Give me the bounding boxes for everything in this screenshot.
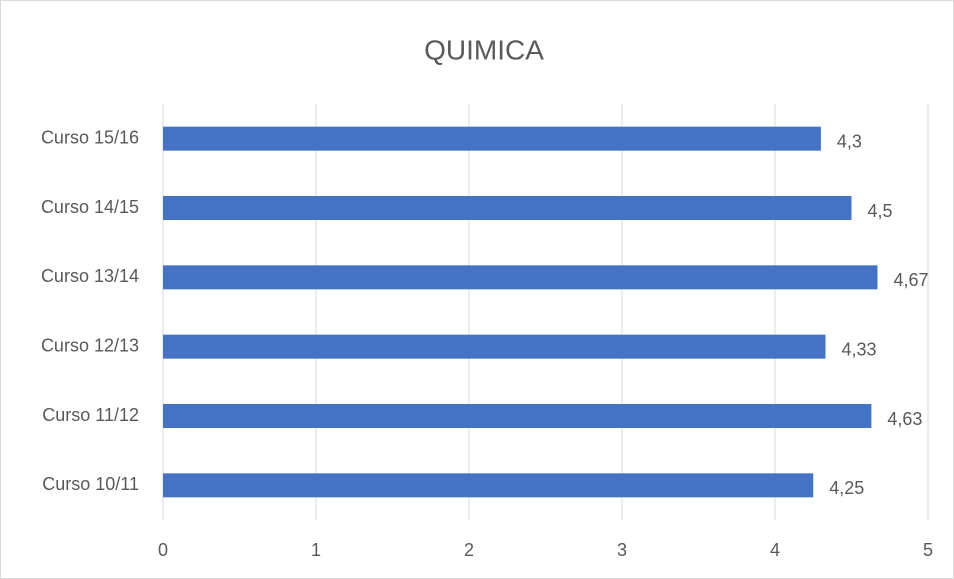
x-tick-label: 3 xyxy=(617,540,627,560)
chart-title: QUIMICA xyxy=(424,34,544,65)
bar xyxy=(163,404,872,428)
y-tick-label: Curso 14/15 xyxy=(41,197,139,217)
data-label: 4,25 xyxy=(829,478,864,498)
x-tick-label: 4 xyxy=(770,540,780,560)
data-label: 4,63 xyxy=(887,409,922,429)
x-tick-label: 1 xyxy=(311,540,321,560)
bar xyxy=(163,196,852,220)
y-tick-label: Curso 10/11 xyxy=(42,474,139,494)
bar xyxy=(163,473,814,498)
y-tick-label: Curso 11/12 xyxy=(42,405,139,425)
data-label: 4,5 xyxy=(868,201,893,221)
data-label: 4,67 xyxy=(894,270,929,290)
x-tick-label: 2 xyxy=(464,540,474,560)
data-label: 4,3 xyxy=(837,131,862,151)
y-tick-label: Curso 15/16 xyxy=(41,127,139,147)
x-tick-label: 0 xyxy=(158,540,168,560)
bar xyxy=(163,334,826,359)
data-label: 4,33 xyxy=(841,339,876,359)
bar xyxy=(163,265,878,290)
y-tick-label: Curso 12/13 xyxy=(41,335,139,355)
bar xyxy=(163,126,821,151)
x-tick-label: 5 xyxy=(923,540,933,560)
y-tick-label: Curso 13/14 xyxy=(41,266,139,286)
